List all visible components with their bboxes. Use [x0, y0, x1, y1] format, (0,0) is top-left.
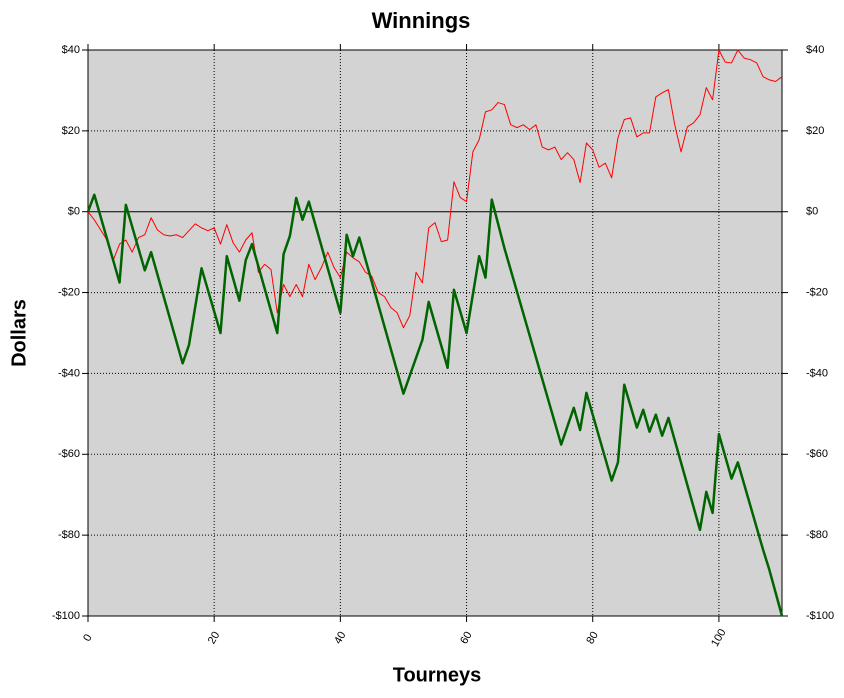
x-tick-label: 60 — [458, 630, 475, 647]
y-tick-label: -$20 — [58, 286, 80, 298]
series-line — [86, 193, 784, 617]
y-tick-label: $20 — [62, 125, 80, 137]
plot-border — [87, 49, 783, 617]
chart-title: Winnings — [372, 8, 471, 33]
x-tick-label: 0 — [81, 632, 94, 643]
y2-tick-label: -$100 — [806, 610, 834, 622]
y-tick-label: -$80 — [58, 529, 80, 541]
x-tick-label: 20 — [206, 630, 223, 647]
y2-tick-label: -$60 — [806, 448, 828, 460]
y-tick-label: $40 — [62, 44, 80, 56]
y2-tick-label: -$20 — [806, 286, 828, 298]
plot-area — [88, 50, 782, 616]
series-line — [87, 49, 783, 329]
y-tick-label: -$40 — [58, 367, 80, 379]
x-tick-label: 40 — [332, 630, 349, 647]
y2-tick-label: -$40 — [806, 367, 828, 379]
x-tick-label: 80 — [584, 630, 601, 647]
y2-tick-label: $20 — [806, 125, 824, 137]
y2-tick-label: $0 — [806, 206, 818, 218]
y-tick-label: -$100 — [52, 610, 80, 622]
x-axis-title: Tourneys — [393, 664, 482, 686]
y-tick-label: $0 — [68, 206, 80, 218]
y-tick-label: -$60 — [58, 448, 80, 460]
y-axis-title: Dollars — [8, 299, 30, 367]
y2-tick-label: -$80 — [806, 529, 828, 541]
x-tick-label: 100 — [709, 627, 729, 649]
y2-tick-label: $40 — [806, 44, 824, 56]
